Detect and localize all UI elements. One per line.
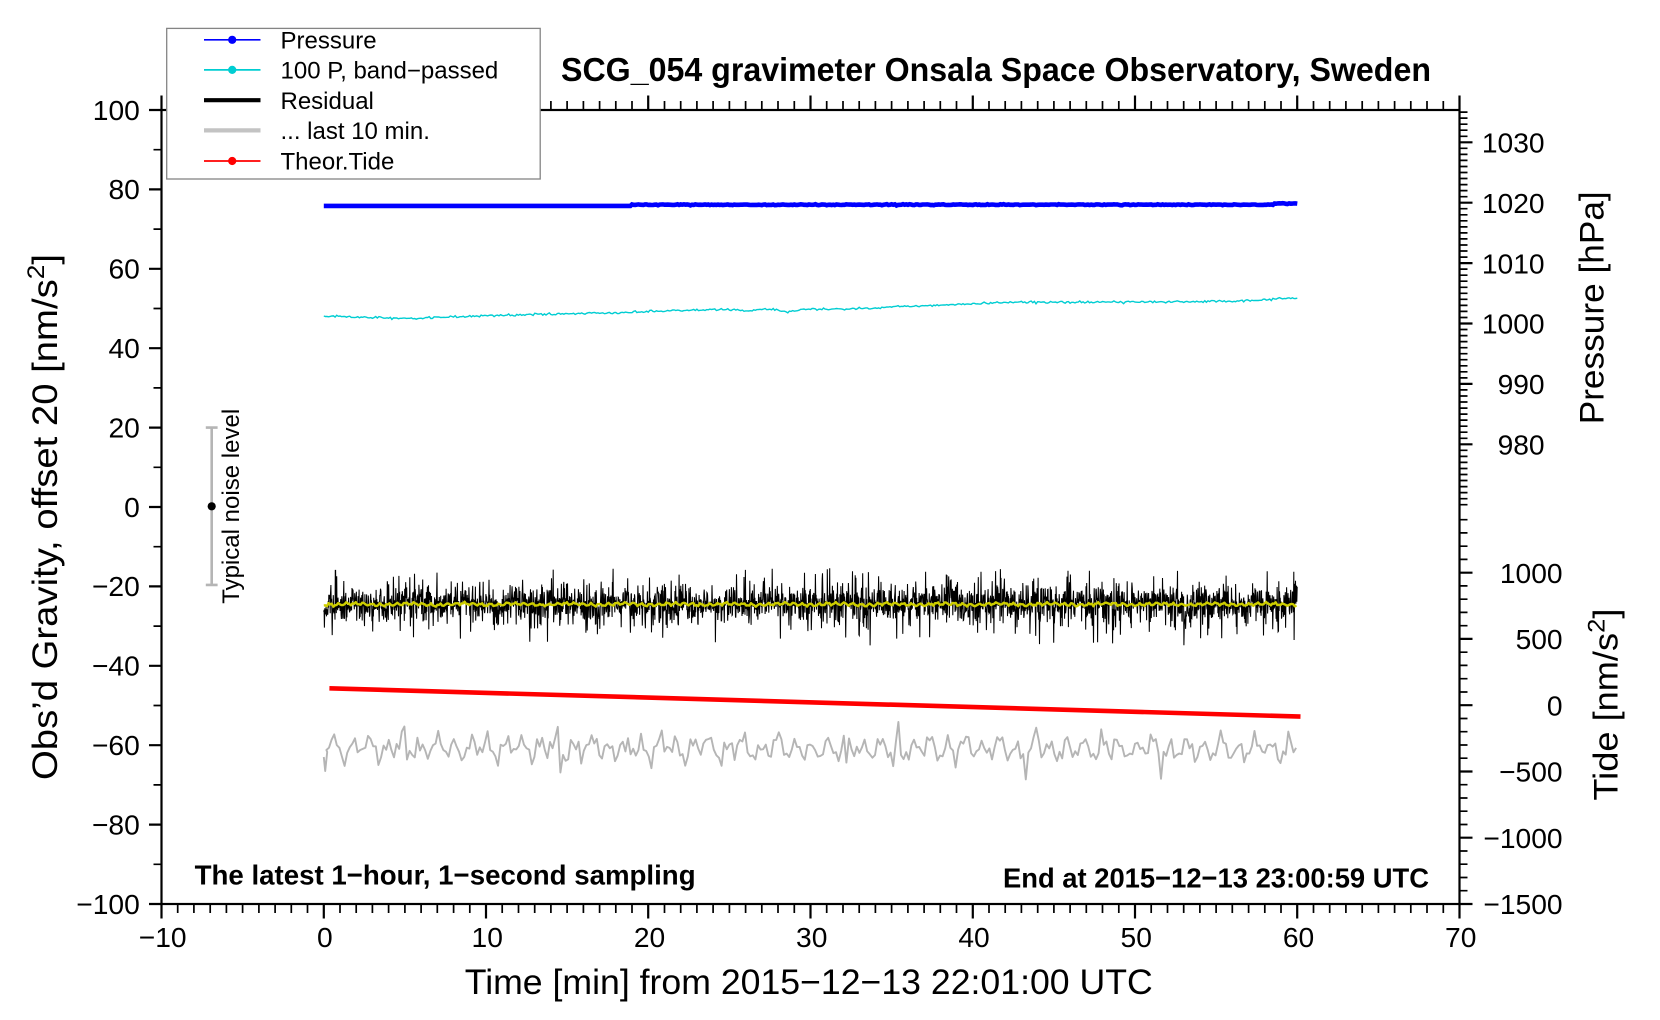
svg-text:1020: 1020 [1482,187,1545,219]
svg-text:0: 0 [317,921,333,953]
svg-text:10: 10 [472,921,503,953]
svg-text:−500: −500 [1499,756,1563,788]
svg-text:Typical noise level: Typical noise level [218,409,245,604]
svg-text:End at 2015−12−13 23:00:59 UTC: End at 2015−12−13 23:00:59 UTC [1003,862,1429,893]
svg-text:40: 40 [108,332,139,364]
svg-text:Obs’d Gravity, offset 20 [nm/s: Obs’d Gravity, offset 20 [nm/s2] [23,254,65,780]
svg-text:−1500: −1500 [1483,888,1562,920]
svg-text:20: 20 [634,921,665,953]
svg-text:... last 10 min.: ... last 10 min. [281,118,430,145]
svg-text:The latest 1−hour, 1−second sa: The latest 1−hour, 1−second sampling [195,860,696,891]
svg-text:980: 980 [1498,429,1545,461]
svg-text:1030: 1030 [1482,127,1545,159]
svg-text:0: 0 [124,491,140,523]
svg-text:80: 80 [108,173,139,205]
svg-text:500: 500 [1516,623,1563,655]
svg-text:0: 0 [1547,689,1563,721]
svg-text:Pressure [hPa]: Pressure [hPa] [1574,191,1612,424]
svg-text:Pressure: Pressure [281,28,377,55]
svg-text:−1000: −1000 [1483,822,1562,854]
svg-text:Tide [nm/s2]: Tide [nm/s2] [1584,609,1626,801]
svg-text:20: 20 [108,411,139,443]
svg-text:−20: −20 [92,570,140,602]
svg-text:40: 40 [958,921,989,953]
svg-text:30: 30 [796,921,827,953]
svg-text:1000: 1000 [1500,557,1563,589]
svg-text:−10: −10 [139,921,187,953]
svg-text:Time [min] from 2015−12−13 22:: Time [min] from 2015−12−13 22:01:00 UTC [465,963,1153,1002]
svg-text:−40: −40 [92,650,140,682]
svg-text:60: 60 [108,253,139,285]
svg-text:−80: −80 [92,808,140,840]
svg-text:SCG_054 gravimeter Onsala Spac: SCG_054 gravimeter Onsala Space Observat… [561,51,1431,88]
svg-text:50: 50 [1121,921,1152,953]
svg-text:Theor.Tide: Theor.Tide [281,149,395,176]
svg-text:1000: 1000 [1482,308,1545,340]
svg-text:1010: 1010 [1482,247,1545,279]
svg-text:100 P, band−passed: 100 P, band−passed [281,58,499,85]
svg-text:Residual: Residual [281,88,374,115]
svg-text:990: 990 [1498,368,1545,400]
svg-text:−60: −60 [92,729,140,761]
svg-text:−100: −100 [76,888,140,920]
svg-text:70: 70 [1445,921,1476,953]
svg-text:60: 60 [1283,921,1314,953]
svg-text:100: 100 [93,94,140,126]
